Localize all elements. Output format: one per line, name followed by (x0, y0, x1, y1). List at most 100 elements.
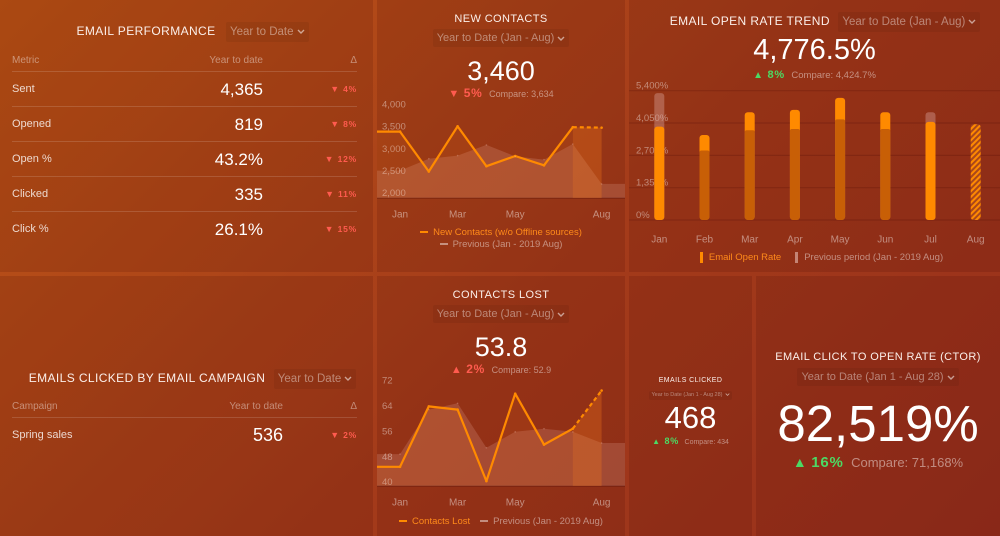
chevron-down-icon (297, 29, 304, 35)
email-open-rate-bar (654, 126, 665, 220)
y-tick-label: 4,000 (382, 100, 406, 111)
period-dropdown[interactable]: Year to Date (225, 22, 309, 42)
arrow-up-icon: ▲ (652, 437, 661, 446)
campaign-value: 536 (252, 425, 283, 445)
data-point (600, 126, 603, 129)
x-tick-label: Jan (392, 498, 408, 509)
delta-value: 11% (338, 189, 357, 199)
y-tick-label: 2,700% (636, 145, 669, 156)
table-row: Sent 4,365 ▼ 4% (12, 71, 357, 107)
period-dropdown[interactable]: Year to Date (Jan - Aug) (432, 305, 570, 323)
x-tick-label: Jun (877, 235, 893, 246)
change-percent: 16% (811, 454, 844, 471)
compare-value: Compare: 3,634 (489, 89, 554, 99)
previous-data-point (428, 157, 430, 160)
x-tick-label: Aug (593, 498, 611, 509)
previous-data-point (456, 402, 459, 405)
delta-value: 12% (337, 154, 357, 164)
y-tick-label: 72 (382, 376, 393, 387)
period-dropdown[interactable]: Year to Date (Jan - Aug) (838, 12, 981, 32)
metric-label: Opened (12, 118, 52, 130)
period-dropdown[interactable]: Year to Date (Jan - Aug) (432, 29, 570, 47)
kpi-change-row: ▼ 5% Compare: 3,634 (377, 86, 625, 101)
metric-value: 335 (234, 185, 263, 204)
widget-title: EMAIL PERFORMANCE (76, 24, 216, 38)
data-point (398, 465, 402, 469)
chart-legend: Contacts Lost Previous (Jan - 2019 Aug) (377, 516, 625, 528)
projected-series-line (571, 389, 603, 430)
arrow-down-icon: ▼ (324, 224, 334, 234)
x-tick-label: Jan (651, 235, 667, 246)
column-header-delta: Δ (350, 401, 357, 412)
x-tick-label: Mar (741, 235, 759, 246)
email-open-rate-bar (699, 134, 710, 220)
email-performance-widget: EMAIL PERFORMANCE Year to Date Metric Ye… (0, 0, 373, 272)
compare-value: Compare: 52.9 (491, 365, 552, 375)
delta-badge: ▼ 12% (325, 142, 357, 177)
data-point (571, 125, 575, 129)
column-header-year-to-date: Year to date (229, 401, 283, 412)
legend-swatch-previous (795, 252, 799, 263)
ctor-widget: EMAIL CLICK TO OPEN RATE (CTOR) Year to … (756, 276, 1000, 536)
column-header-metric: Metric (12, 55, 40, 66)
table-row: Spring sales 536 ▼ 2% (12, 417, 357, 453)
metric-value: 26.1% (214, 220, 263, 239)
x-tick-label: May (506, 498, 525, 509)
table-row: Clicked 335 ▼ 11% (12, 176, 357, 212)
projected-series-area (572, 390, 602, 486)
previous-period-overlap (789, 129, 800, 220)
previous-period-overlap (835, 119, 846, 220)
arrow-up-icon: ▲ (792, 454, 807, 470)
data-point (427, 405, 431, 408)
new-contacts-chart: 2,000 2,500 3,000 3,500 4,000 Jan Mar May Aug (377, 100, 625, 221)
x-tick-label: Mar (449, 210, 467, 221)
y-tick-label: 48 (382, 452, 393, 463)
current-series-line (377, 125, 574, 173)
previous-data-point (543, 158, 545, 161)
period-dropdown[interactable]: Year to Date (Jan 1 - Aug 28) (649, 391, 732, 400)
previous-data-point (399, 169, 401, 172)
previous-data-point (572, 431, 574, 433)
email-open-rate-bar (835, 97, 846, 220)
data-point (600, 389, 603, 392)
period-dropdown[interactable]: Year to Date (273, 369, 357, 389)
arrow-down-icon: ▼ (330, 84, 340, 94)
previous-data-point (572, 143, 574, 145)
delta-value: 15% (337, 224, 357, 234)
contacts-lost-widget: 40 48 56 64 72 Jan Mar May Aug CONTACTS LOST Yea… (377, 276, 625, 536)
x-tick-label: Feb (696, 235, 714, 246)
delta-value: 2% (343, 430, 357, 440)
legend-item-previous: Previous (Jan - 2019 Aug) (377, 239, 625, 251)
y-tick-label: 3,500 (382, 122, 406, 133)
y-tick-label: 56 (382, 426, 393, 437)
metric-label: Sent (12, 83, 35, 95)
kpi-change-row: ▲ 8% Compare: 4,424.7% (629, 67, 1000, 83)
data-point (571, 427, 575, 430)
chevron-down-icon (724, 393, 730, 397)
metric-value: 4,365 (220, 80, 263, 99)
legend-label-previous: Previous (Jan - 2019 Aug) (452, 239, 563, 250)
compare-value: Compare: 434 (684, 439, 729, 446)
delta-badge: ▼ 2% (330, 418, 357, 453)
column-header-campaign: Campaign (12, 401, 58, 412)
widget-title: EMAIL OPEN RATE TREND (669, 14, 830, 28)
kpi-change-row: ▲ 8% Compare: 434 (629, 435, 752, 448)
x-tick-label: Jan (392, 210, 408, 221)
metric-label: Clicked (12, 188, 49, 200)
current-series-area (377, 126, 573, 198)
metric-label: Click % (12, 223, 49, 235)
previous-data-point (514, 431, 516, 433)
arrow-down-icon: ▼ (330, 119, 340, 129)
data-point (485, 164, 488, 168)
email-open-rate-bar (925, 121, 936, 220)
period-dropdown[interactable]: Year to Date (Jan 1 - Aug 28) (797, 368, 959, 386)
change-percent: 8% (664, 436, 680, 446)
arrow-down-icon: ▼ (448, 88, 460, 100)
legend-label-current: Contacts Lost (412, 516, 471, 527)
delta-value: 8% (343, 119, 357, 129)
period-label: Year to Date (Jan - Aug) (842, 16, 966, 28)
table-header: Metric Year to date Δ (12, 51, 357, 70)
projected-bar (970, 124, 981, 220)
widget-title: EMAIL CLICK TO OPEN RATE (CTOR) (775, 351, 981, 363)
chevron-down-icon (344, 376, 352, 382)
